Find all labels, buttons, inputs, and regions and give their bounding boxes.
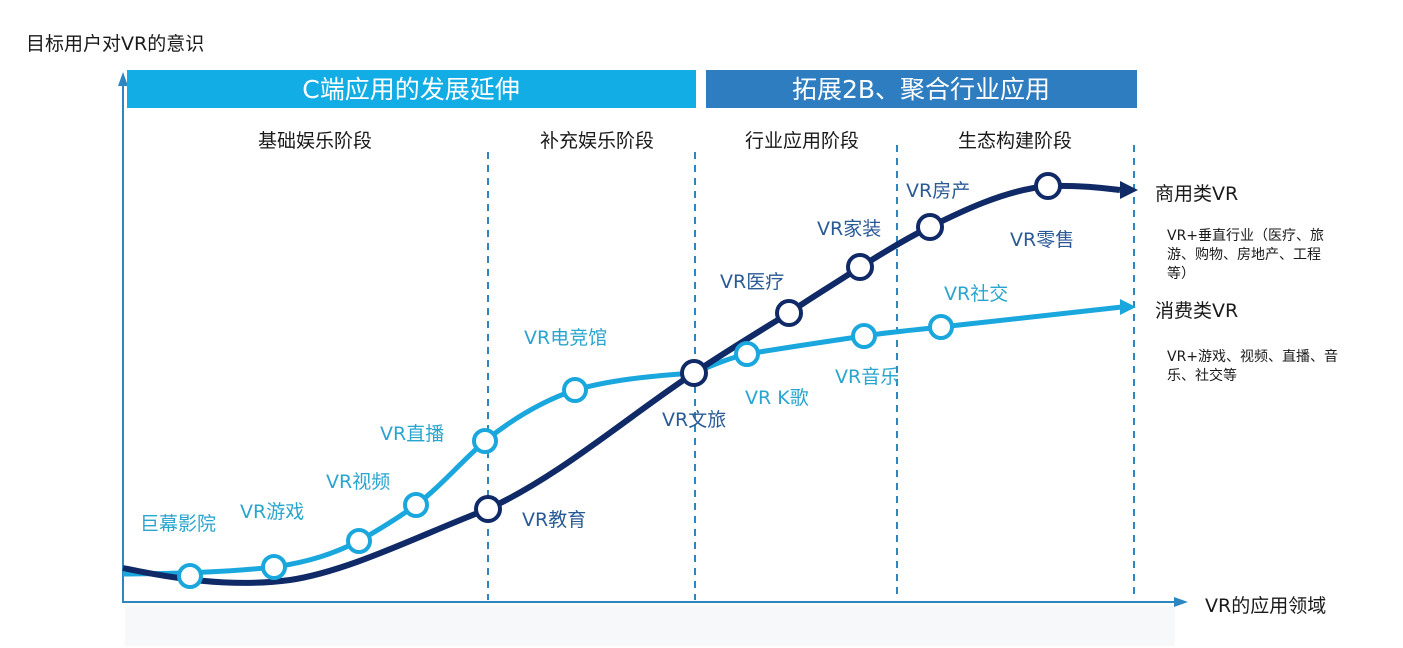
- label-vr-video: VR视频: [326, 471, 390, 493]
- baseline-band: [125, 606, 1175, 646]
- label-vr-live: VR直播: [380, 423, 444, 445]
- label-vr-retail: VR零售: [1010, 229, 1074, 251]
- marker-vr-music: [851, 323, 877, 349]
- legend-commercial-description-line: 游、购物、房地产、工程: [1167, 247, 1321, 263]
- y-axis-label: 目标用户对VR的意识: [26, 33, 204, 55]
- marker-vr-live: [403, 492, 429, 518]
- banner-consumer: [127, 70, 696, 108]
- label-vr-karaoke: VR K歌: [745, 387, 809, 409]
- y-axis-arrow: [118, 72, 128, 86]
- marker-vr-games: [261, 554, 287, 580]
- commercial-curve: [122, 182, 1121, 586]
- legend-commercial-description: VR+垂直行业（医疗、旅 游、购物、房地产、工程 等）: [1167, 227, 1324, 284]
- marker-vr-esports-hall-2: [562, 377, 588, 403]
- marker-vr-education: [474, 495, 502, 523]
- legend-consumer-description: VR+游戏、视频、直播、音 乐、社交等: [1167, 348, 1338, 386]
- label-vr-home-decor: VR家装: [817, 218, 881, 240]
- stage-title-supplementary: 补充娱乐阶段: [540, 130, 654, 152]
- legend-consumer-description-line: 乐、社交等: [1167, 368, 1237, 384]
- x-axis-label: VR的应用领域: [1205, 595, 1326, 617]
- x-axis-arrow: [1174, 597, 1188, 607]
- label-vr-real-estate: VR房产: [906, 180, 970, 202]
- banner-industry-text: 拓展2B、聚合行业应用: [792, 75, 1050, 104]
- label-vr-cultural-tourism: VR文旅: [662, 409, 726, 431]
- marker-vr-retail: [1034, 172, 1062, 200]
- stage-title-ecosystem: 生态构建阶段: [958, 130, 1072, 152]
- stage-title-basic: 基础娱乐阶段: [258, 130, 372, 152]
- stage-title-industry: 行业应用阶段: [745, 130, 859, 152]
- label-vr-social: VR社交: [944, 283, 1008, 305]
- marker-vr-social: [928, 314, 954, 340]
- label-vr-games: VR游戏: [240, 501, 304, 523]
- marker-vr-video: [346, 528, 372, 554]
- legend-commercial-description-line: VR+垂直行业（医疗、旅: [1167, 228, 1325, 244]
- marker-vr-real-estate: [916, 213, 944, 241]
- marker-vr-medical: [775, 299, 803, 327]
- commercial-curve-arrow: [1120, 181, 1138, 199]
- label-vr-music: VR音乐: [835, 366, 899, 388]
- label-vr-medical: VR医疗: [720, 271, 784, 293]
- marker-giant-screen-cinema: [177, 563, 203, 589]
- marker-vr-esports-hall: [472, 428, 498, 454]
- consumer-curve: [122, 304, 1123, 577]
- marker-vr-cultural-tourism: [680, 359, 708, 387]
- consumer-curve-arrow: [1120, 299, 1136, 315]
- banner-consumer-text: C端应用的发展延伸: [302, 75, 519, 104]
- banner-industry: [706, 70, 1137, 108]
- legend-consumer-description-line: VR+游戏、视频、直播、音: [1167, 349, 1339, 365]
- legend-commercial-description-line: 等）: [1167, 266, 1195, 282]
- label-vr-education: VR教育: [522, 509, 586, 531]
- legend-consumer-title: 消费类VR: [1155, 300, 1238, 322]
- marker-vr-home-decor: [846, 253, 874, 281]
- legend-commercial-title: 商用类VR: [1155, 183, 1238, 205]
- marker-vr-karaoke: [734, 341, 760, 367]
- label-vr-esports-hall: VR电竞馆: [524, 327, 607, 349]
- label-giant-screen-cinema: 巨幕影院: [140, 513, 216, 535]
